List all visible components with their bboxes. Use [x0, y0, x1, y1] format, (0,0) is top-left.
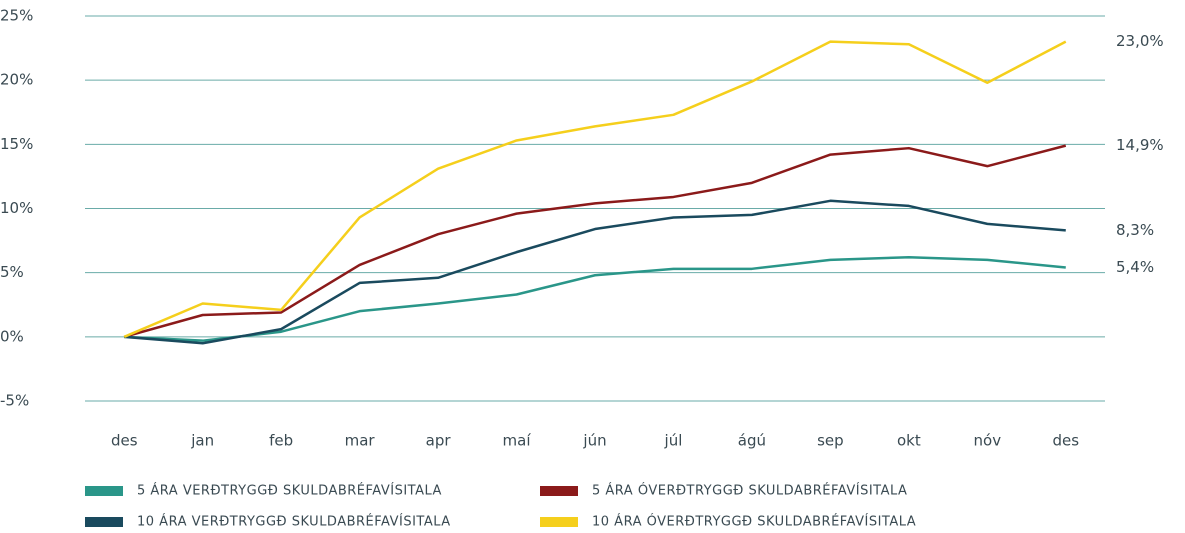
series-line	[123, 40, 1067, 338]
legend-swatch	[540, 517, 578, 527]
series-line	[123, 144, 1067, 339]
x-tick-label: des	[111, 432, 138, 450]
x-tick-label: okt	[897, 432, 921, 450]
y-tick-label: 20%	[0, 71, 33, 89]
legend-text: 5 ÁRA VERÐTRYGGÐ SKULDABRÉFAVÍSITALA	[137, 483, 442, 499]
legend-swatch	[85, 517, 123, 527]
series-line	[124, 256, 1066, 342]
x-tick-label: nóv	[974, 432, 1002, 450]
legend-text: 5 ÁRA ÓVERÐTRYGGÐ SKULDABRÉFAVÍSITALA	[592, 483, 907, 499]
y-tick-label: 0%	[0, 327, 24, 345]
x-tick-label: jan	[190, 432, 214, 450]
series-line	[124, 199, 1066, 345]
x-tick-label: jún	[582, 432, 606, 450]
value-label: 23,0%	[1116, 32, 1164, 50]
x-tick-label: sep	[817, 432, 844, 450]
x-tick-label: mar	[345, 432, 376, 450]
x-tick-label: júl	[664, 432, 683, 450]
legend-text: 10 ÁRA ÓVERÐTRYGGÐ SKULDABRÉFAVÍSITALA	[592, 514, 916, 530]
value-label: 8,3%	[1116, 221, 1154, 239]
x-tick-label: feb	[269, 432, 293, 450]
value-label: 5,4%	[1116, 258, 1154, 276]
y-tick-label: 15%	[0, 135, 33, 153]
x-tick-label: apr	[426, 432, 452, 450]
legend-swatch	[85, 486, 123, 496]
x-tick-label: des	[1052, 432, 1079, 450]
legend-swatch	[540, 486, 578, 496]
y-tick-label: 10%	[0, 199, 33, 217]
y-tick-label: 5%	[0, 263, 24, 281]
x-tick-label: ágú	[738, 432, 766, 450]
x-tick-label: maí	[503, 432, 532, 450]
y-tick-label: -5%	[0, 392, 29, 410]
value-label: 14,9%	[1116, 136, 1164, 154]
y-tick-label: 25%	[0, 7, 33, 25]
legend-text: 10 ÁRA VERÐTRYGGÐ SKULDABRÉFAVÍSITALA	[137, 514, 451, 530]
